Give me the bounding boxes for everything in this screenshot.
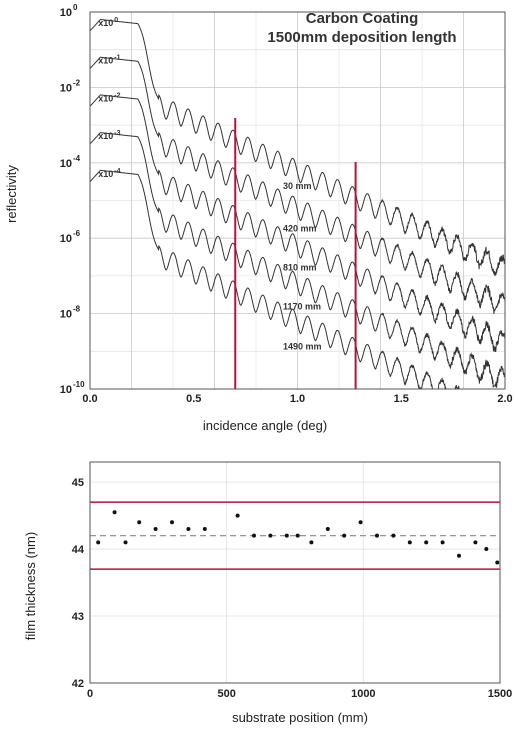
data-point xyxy=(325,526,330,531)
scale-factor-exponent: -4 xyxy=(114,168,120,175)
data-point xyxy=(202,526,207,531)
x-tick-label: 0 xyxy=(87,688,93,700)
data-point xyxy=(137,520,142,525)
series-label: 30 mm xyxy=(283,181,312,191)
x-tick-label: 0.5 xyxy=(186,393,201,405)
data-point xyxy=(235,513,240,518)
bottom-x-axis-label: substrate position (mm) xyxy=(232,710,368,725)
scale-factor-exponent: -1 xyxy=(114,55,120,62)
reflectivity-curve xyxy=(89,18,506,277)
bottom-plot-frame xyxy=(89,461,501,684)
scale-factor-exponent: 0 xyxy=(114,17,118,24)
y-tick-label: 10 xyxy=(60,309,72,321)
y-tick-label: 10 xyxy=(60,384,72,396)
reflectivity-curve xyxy=(89,94,506,353)
x-tick-label: 0.0 xyxy=(82,393,97,405)
data-point xyxy=(495,560,500,565)
data-point xyxy=(424,540,429,545)
chart-subtitle: 1500mm deposition length xyxy=(267,29,457,46)
data-point xyxy=(96,540,101,545)
data-point xyxy=(153,526,158,531)
data-point xyxy=(123,540,128,545)
data-point xyxy=(473,540,478,545)
x-tick-label: 1500 xyxy=(488,688,512,700)
data-point xyxy=(391,533,396,538)
series-label: 810 mm xyxy=(283,262,317,272)
x-tick-label: 1000 xyxy=(351,688,375,700)
y-tick-exponent: 0 xyxy=(73,3,78,12)
y-tick-exponent: -2 xyxy=(73,78,81,87)
y-tick-exponent: -6 xyxy=(73,229,81,238)
data-point xyxy=(484,547,489,552)
scale-factor-label: x10 xyxy=(98,93,113,103)
data-point xyxy=(407,540,412,545)
top-x-axis-label: incidence angle (deg) xyxy=(202,418,328,433)
data-point xyxy=(309,540,314,545)
x-tick-label: 1.5 xyxy=(394,393,409,405)
top-plot-frame xyxy=(89,11,506,390)
x-tick-label: 2.0 xyxy=(497,393,512,405)
data-point xyxy=(112,510,117,515)
scale-factor-label: x10 xyxy=(98,131,113,141)
y-tick-label: 44 xyxy=(72,544,85,556)
bottom-grid xyxy=(89,462,501,684)
data-point xyxy=(375,533,379,538)
y-tick-label: 10 xyxy=(60,158,72,170)
y-tick-label: 10 xyxy=(60,233,72,245)
data-point xyxy=(170,520,174,525)
y-tick-label: 45 xyxy=(72,477,84,489)
scale-factor-label: x10 xyxy=(98,56,113,66)
y-tick-label: 10 xyxy=(60,7,72,19)
data-point xyxy=(457,553,461,558)
data-point xyxy=(252,533,256,538)
scale-factor-label: x10 xyxy=(98,169,113,179)
scale-factor-label: x10 xyxy=(98,18,113,28)
x-tick-label: 500 xyxy=(217,688,235,700)
data-point xyxy=(342,533,347,538)
y-tick-label: 42 xyxy=(72,678,84,690)
series-label: 1490 mm xyxy=(283,342,322,352)
top-grid xyxy=(90,11,505,390)
y-tick-label: 10 xyxy=(60,82,72,94)
bottom-y-axis-label: film thickness (nm) xyxy=(23,531,38,641)
series-label: 1170 mm xyxy=(283,301,321,311)
y-tick-exponent: -10 xyxy=(73,380,85,389)
bottom-text: 0 500 1000 1500 42 43 44 45 xyxy=(72,477,512,700)
thickness-points xyxy=(96,510,500,565)
limit-lines xyxy=(90,501,500,570)
scale-factor-exponent: -3 xyxy=(114,130,120,137)
angle-markers xyxy=(234,118,357,389)
top-y-axis-label: reflectivity xyxy=(4,165,19,223)
data-point xyxy=(268,533,273,538)
data-point xyxy=(284,533,289,538)
x-tick-label: 1.0 xyxy=(290,393,305,405)
reflectivity-curve xyxy=(89,132,506,388)
y-tick-label: 43 xyxy=(72,611,84,623)
data-point xyxy=(358,520,363,525)
scale-factor-exponent: -2 xyxy=(114,92,120,99)
data-point xyxy=(186,526,191,531)
y-tick-exponent: -4 xyxy=(73,154,81,163)
data-point xyxy=(295,533,300,538)
chart-title: Carbon Coating xyxy=(305,10,419,27)
series-label: 420 mm xyxy=(283,224,317,234)
data-point xyxy=(440,540,445,545)
y-tick-exponent: -8 xyxy=(73,305,81,314)
reflectivity-curve xyxy=(89,56,506,314)
